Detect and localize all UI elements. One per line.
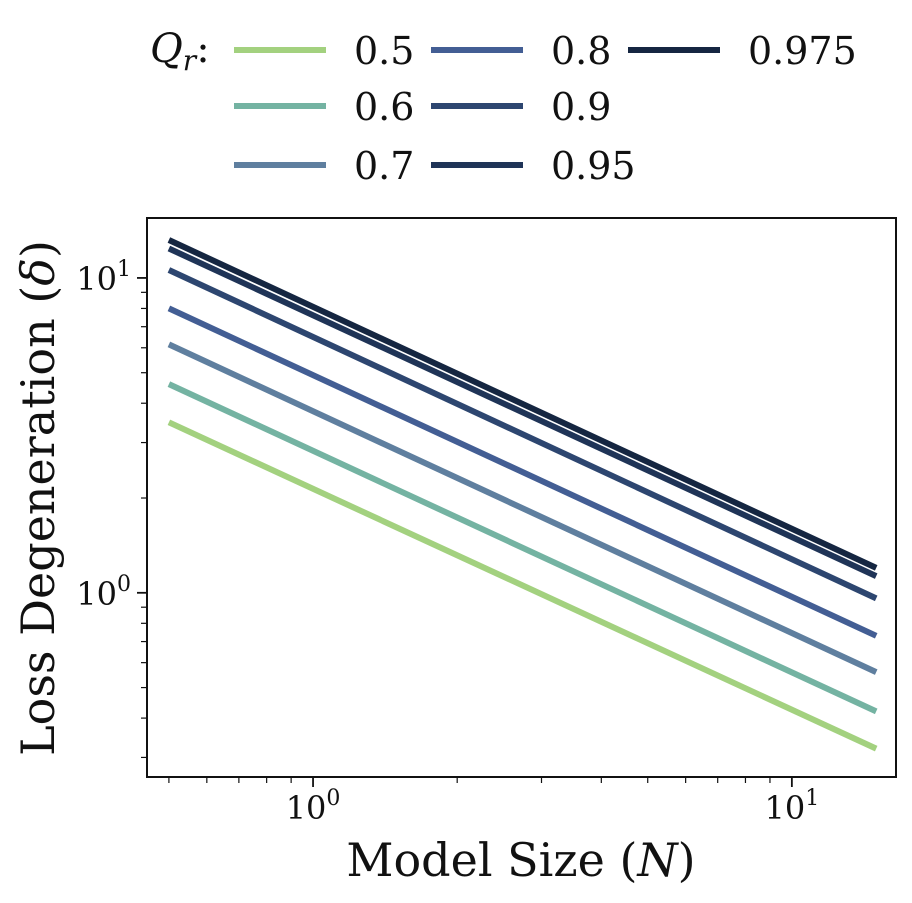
legend-label-0-975: 0.975 <box>748 29 857 73</box>
y-axis-label-var: δ <box>11 258 65 286</box>
legend-title-var: Q <box>150 26 183 72</box>
plot-frame <box>146 217 897 778</box>
legend-label-0-9: 0.9 <box>551 85 611 129</box>
x-axis-label-var: N <box>636 833 679 887</box>
series-layer <box>167 237 878 752</box>
x-axis-label-close: ) <box>678 833 696 887</box>
x-axis-label: Model Size (N) <box>346 833 695 887</box>
x-axis-label-text: Model Size ( <box>346 833 637 887</box>
legend-title: Qr: <box>150 26 210 77</box>
y-tick-label: 100 <box>76 572 131 613</box>
y-tick-label: 101 <box>76 257 131 298</box>
y-axis-label: Loss Degeneration (δ) <box>11 240 65 756</box>
series-line-0-8 <box>167 305 878 639</box>
x-tick-label: 100 <box>286 786 341 827</box>
series-line-0-975 <box>167 237 878 571</box>
y-axis-label-text: Loss Degeneration ( <box>11 286 65 756</box>
legend: Qr: 0.5 0.6 0.7 0.8 0.9 0.95 0.975 <box>150 26 857 188</box>
series-line-0-6 <box>167 381 878 715</box>
y-axis-label-close: ) <box>11 240 65 258</box>
series-line-0-5 <box>167 419 878 752</box>
legend-label-0-7: 0.7 <box>354 144 414 188</box>
legend-title-suffix: : <box>196 26 209 72</box>
legend-label-0-6: 0.6 <box>354 85 414 129</box>
legend-title-sub: r <box>183 44 198 77</box>
tick-layer: 100 101 100 101 <box>76 257 819 827</box>
legend-label-0-5: 0.5 <box>354 29 414 73</box>
series-line-0-95 <box>167 245 878 579</box>
legend-label-0-8: 0.8 <box>551 29 611 73</box>
series-line-0-9 <box>167 267 878 602</box>
legend-label-0-95: 0.95 <box>551 144 636 188</box>
series-line-0-7 <box>167 341 878 675</box>
x-tick-label: 101 <box>765 786 820 827</box>
